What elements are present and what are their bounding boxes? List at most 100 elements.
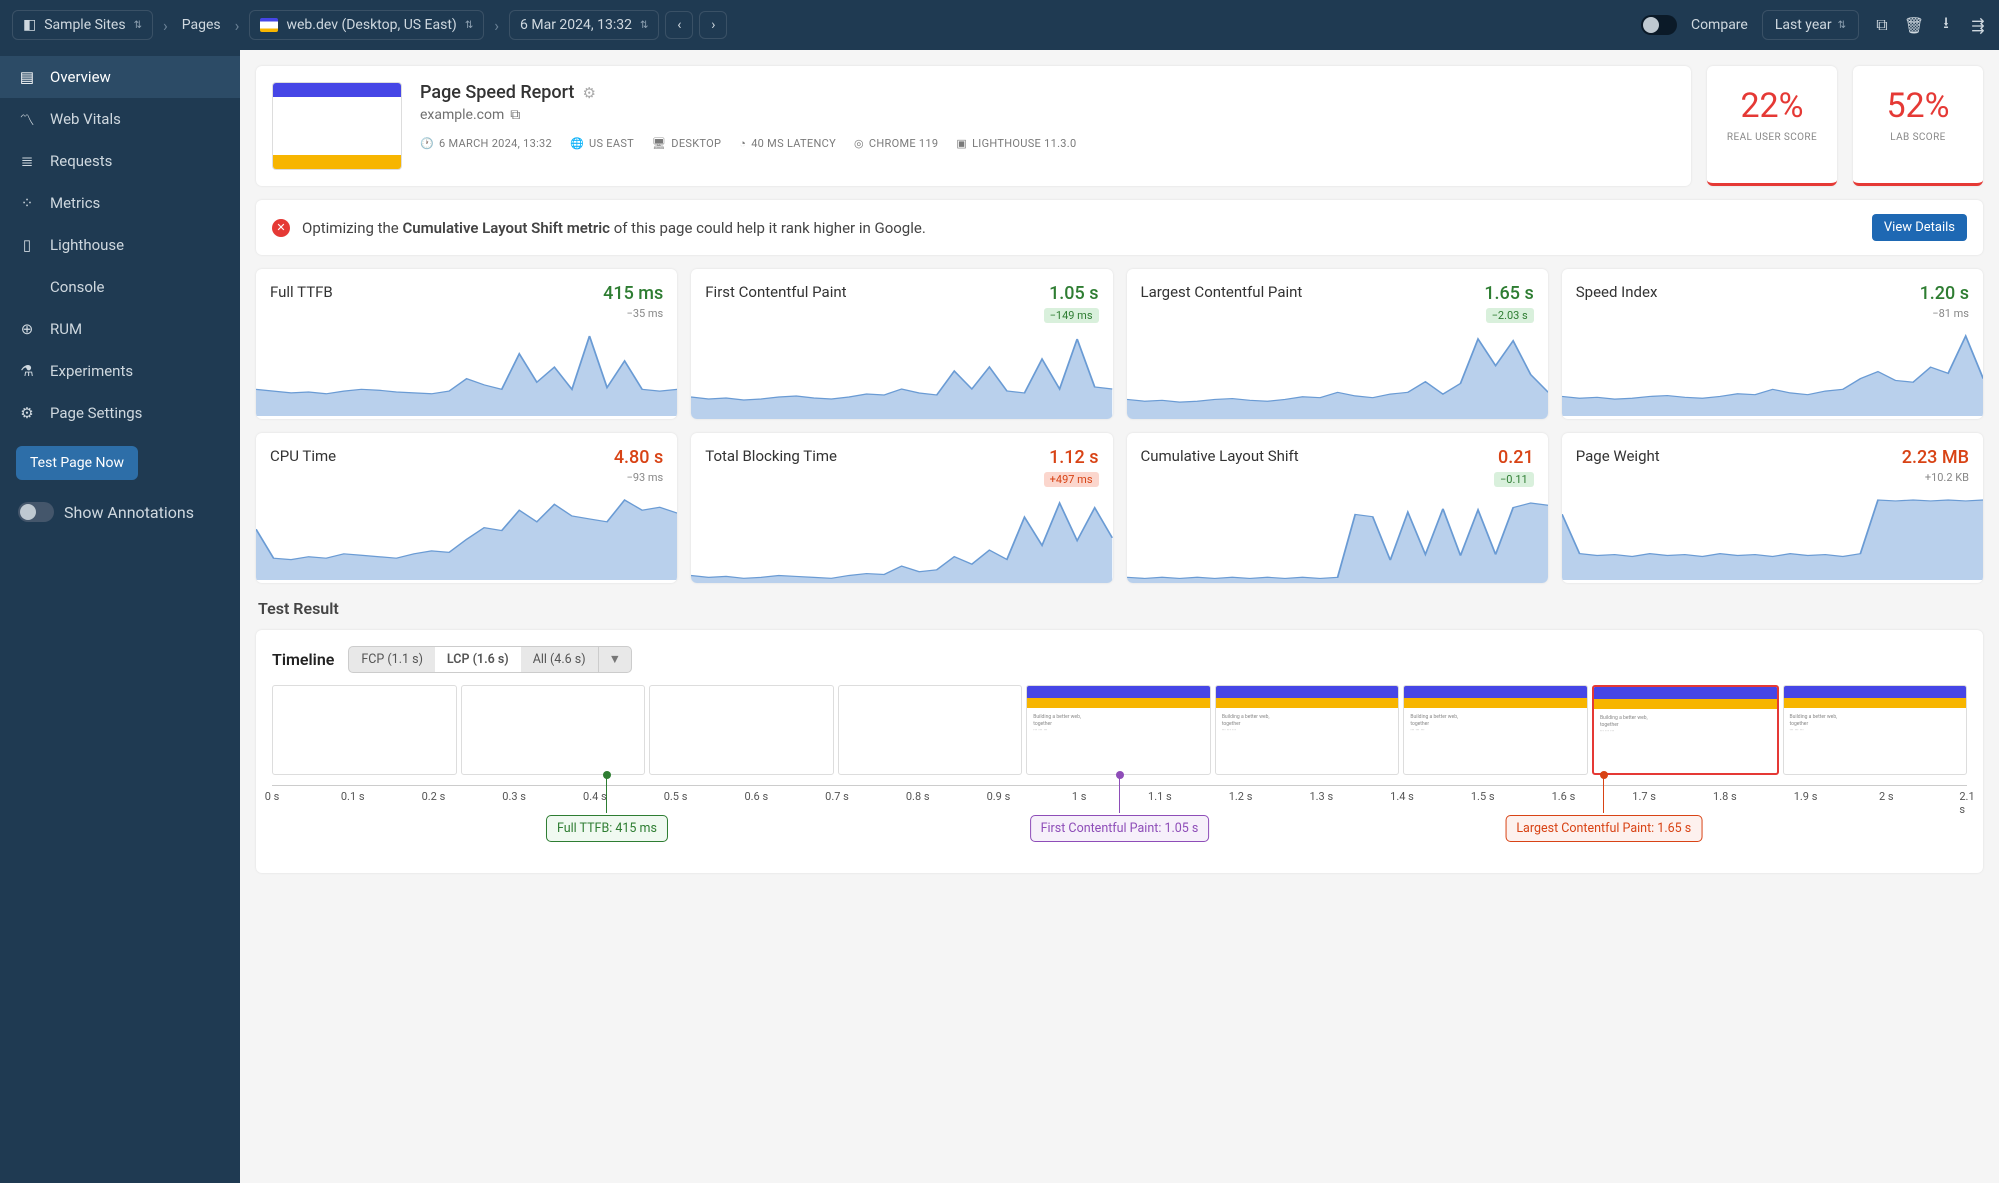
timeline-card: Timeline FCP (1.1 s) LCP (1.6 s) All (4.… bbox=[256, 630, 1983, 873]
timeline-frame[interactable] bbox=[649, 685, 834, 775]
timeline-head: Timeline FCP (1.1 s) LCP (1.6 s) All (4.… bbox=[272, 646, 1967, 673]
sidebar-item-rum[interactable]: ⊕RUM bbox=[0, 308, 240, 350]
annotations-toggle[interactable] bbox=[18, 502, 54, 522]
open-external-icon[interactable]: ⧉ bbox=[1873, 16, 1891, 34]
share-icon[interactable]: ⇶ bbox=[1969, 16, 1987, 34]
axis-tick: 0 s bbox=[265, 790, 280, 803]
crumb-site[interactable]: ◧ Sample Sites ⇅ bbox=[12, 10, 153, 40]
timeline-frame[interactable]: Building a better web,together··· ··· ··… bbox=[1783, 685, 1968, 775]
chevron-right-icon: › bbox=[490, 16, 503, 35]
metric-card-speed-index[interactable]: Speed Index 1.20 s −81 ms bbox=[1562, 269, 1983, 419]
meta-region: 🌐 US EAST bbox=[570, 137, 634, 150]
view-details-button[interactable]: View Details bbox=[1872, 214, 1967, 241]
metric-value: 2.23 MB bbox=[1902, 447, 1969, 468]
sidebar-icon: ⁘ bbox=[18, 194, 36, 212]
page-title: Page Speed Report ⚙ bbox=[420, 82, 1076, 103]
timeline-dropdown[interactable]: ▼ bbox=[598, 647, 631, 672]
tab-lcp[interactable]: LCP (1.6 s) bbox=[435, 647, 521, 672]
sidebar-item-label: Lighthouse bbox=[50, 236, 124, 254]
timeline-frame[interactable] bbox=[461, 685, 646, 775]
topbar: ◧ Sample Sites ⇅ › Pages › web.dev (Desk… bbox=[0, 0, 1999, 50]
sidebar-item-metrics[interactable]: ⁘ Metrics bbox=[0, 182, 240, 224]
metric-title: Speed Index bbox=[1576, 283, 1658, 301]
download-icon[interactable]: ⭳ bbox=[1937, 16, 1955, 34]
sidebar-item-web-vitals[interactable]: 〽Web Vitals bbox=[0, 98, 240, 140]
timeline-segmented: FCP (1.1 s) LCP (1.6 s) All (4.6 s) ▼ bbox=[348, 646, 632, 673]
sidebar-item-console[interactable]: Console bbox=[0, 266, 240, 308]
metric-card-cumulative-layout-shift[interactable]: Cumulative Layout Shift 0.21 −0.11 bbox=[1127, 433, 1548, 583]
metric-card-first-contentful-paint[interactable]: First Contentful Paint 1.05 s −149 ms bbox=[691, 269, 1112, 419]
site-url[interactable]: example.com ⧉ bbox=[420, 107, 1076, 123]
chevron-right-icon: › bbox=[159, 16, 172, 35]
timeline-marker: First Contentful Paint: 1.05 s bbox=[1120, 797, 1300, 842]
sidebar-item-experiments[interactable]: ⚗Experiments bbox=[0, 350, 240, 392]
sidebar: ▤Overview〽Web Vitals≣Requests ⁘ Metrics ▯ Li… bbox=[0, 50, 240, 1183]
nav-next-button[interactable]: › bbox=[699, 11, 727, 39]
sidebar-icon: ▯ bbox=[18, 236, 36, 254]
axis-tick: 1.6 s bbox=[1552, 790, 1576, 803]
metric-card-largest-contentful-paint[interactable]: Largest Contentful Paint 1.65 s −2.03 s bbox=[1127, 269, 1548, 419]
metric-card-page-weight[interactable]: Page Weight 2.23 MB +10.2 KB bbox=[1562, 433, 1983, 583]
metric-title: CPU Time bbox=[270, 447, 336, 465]
timeline-frame[interactable]: Building a better web,together··· ··· ··… bbox=[1215, 685, 1400, 775]
metric-delta: −93 ms bbox=[614, 471, 663, 484]
score-real-user[interactable]: 22% REAL USER SCORE bbox=[1707, 66, 1837, 186]
chevron-right-icon: › bbox=[231, 16, 244, 35]
metric-card-cpu-time[interactable]: CPU Time 4.80 s −93 ms bbox=[256, 433, 677, 583]
site-url-text: example.com bbox=[420, 107, 504, 123]
trash-icon[interactable]: 🗑 bbox=[1905, 16, 1923, 34]
axis-tick: 0.7 s bbox=[825, 790, 849, 803]
timeline-markers: Full TTFB: 415 msFirst Contentful Paint:… bbox=[272, 807, 1967, 857]
compare-toggle[interactable] bbox=[1641, 15, 1677, 35]
crumb-page[interactable]: web.dev (Desktop, US East) ⇅ bbox=[249, 10, 484, 40]
nav-prev-button[interactable]: ‹ bbox=[665, 11, 693, 39]
sidebar-item-label: Metrics bbox=[50, 194, 100, 212]
compare-label: Compare bbox=[1691, 17, 1748, 33]
metric-delta: +10.2 KB bbox=[1902, 471, 1969, 484]
timeline-frame[interactable] bbox=[838, 685, 1023, 775]
timeline-frame[interactable] bbox=[272, 685, 457, 775]
sidebar-icon: ▤ bbox=[18, 68, 36, 86]
metric-title: Total Blocking Time bbox=[705, 447, 837, 465]
sidebar-item-label: Requests bbox=[50, 152, 112, 170]
range-selector[interactable]: Last year ⇅ bbox=[1762, 10, 1859, 40]
test-page-now-button[interactable]: Test Page Now bbox=[16, 446, 138, 480]
sidebar-item-label: Page Settings bbox=[50, 404, 142, 422]
score-label: REAL USER SCORE bbox=[1715, 132, 1829, 143]
metric-card-total-blocking-time[interactable]: Total Blocking Time 1.12 s +497 ms bbox=[691, 433, 1112, 583]
score-lab[interactable]: 52% LAB SCORE bbox=[1853, 66, 1983, 186]
metric-title: Full TTFB bbox=[270, 283, 333, 301]
sparkline bbox=[1127, 331, 1548, 419]
timeline-frame[interactable]: Building a better web,together··· ··· ··… bbox=[1403, 685, 1588, 775]
tab-fcp[interactable]: FCP (1.1 s) bbox=[349, 647, 435, 672]
sidebar-item-page-settings[interactable]: ⚙Page Settings bbox=[0, 392, 240, 434]
metric-delta: −35 ms bbox=[603, 307, 663, 320]
metric-grid: Full TTFB 415 ms −35 ms First Contentful… bbox=[256, 269, 1983, 583]
metric-value: 0.21 bbox=[1494, 447, 1534, 468]
crumb-pages[interactable]: Pages bbox=[178, 11, 225, 39]
meta-row: 🕐 6 MARCH 2024, 13:32 🌐 US EAST 🖥 DESKTO… bbox=[420, 137, 1076, 150]
gear-icon[interactable]: ⚙ bbox=[582, 84, 595, 102]
timeline-frame[interactable]: Building a better web,together··· ··· ··… bbox=[1592, 685, 1779, 775]
sidebar-item-overview[interactable]: ▤Overview bbox=[0, 56, 240, 98]
timeline-frame[interactable]: Building a better web,together··· ··· ··… bbox=[1026, 685, 1211, 775]
axis-tick: 2 s bbox=[1879, 790, 1894, 803]
metric-delta: −2.03 s bbox=[1484, 304, 1533, 323]
metric-title: Cumulative Layout Shift bbox=[1141, 447, 1299, 465]
metric-card-full-ttfb[interactable]: Full TTFB 415 ms −35 ms bbox=[256, 269, 677, 419]
chevron-updown-icon: ⇅ bbox=[1838, 20, 1846, 31]
annotations-label: Show Annotations bbox=[64, 503, 194, 522]
sidebar-item-lighthouse[interactable]: ▯ Lighthouse bbox=[0, 224, 240, 266]
sparkline bbox=[1562, 492, 1983, 580]
shell: ▤Overview〽Web Vitals≣Requests ⁘ Metrics ▯ Li… bbox=[0, 50, 1999, 1183]
crumb-test[interactable]: 6 Mar 2024, 13:32 ⇅ bbox=[509, 10, 659, 40]
sparkline bbox=[691, 495, 1112, 583]
chevron-updown-icon: ⇅ bbox=[465, 20, 473, 31]
sidebar-item-requests[interactable]: ≣Requests bbox=[0, 140, 240, 182]
tab-all[interactable]: All (4.6 s) bbox=[521, 647, 598, 672]
header-row: Page Speed Report ⚙ example.com ⧉ 🕐 6 MA… bbox=[256, 66, 1983, 186]
page-thumbnail bbox=[272, 82, 402, 170]
sidebar-item-label: Web Vitals bbox=[50, 110, 121, 128]
meta-date: 🕐 6 MARCH 2024, 13:32 bbox=[420, 137, 552, 150]
timeline-frames: Building a better web,together··· ··· ··… bbox=[272, 685, 1967, 775]
